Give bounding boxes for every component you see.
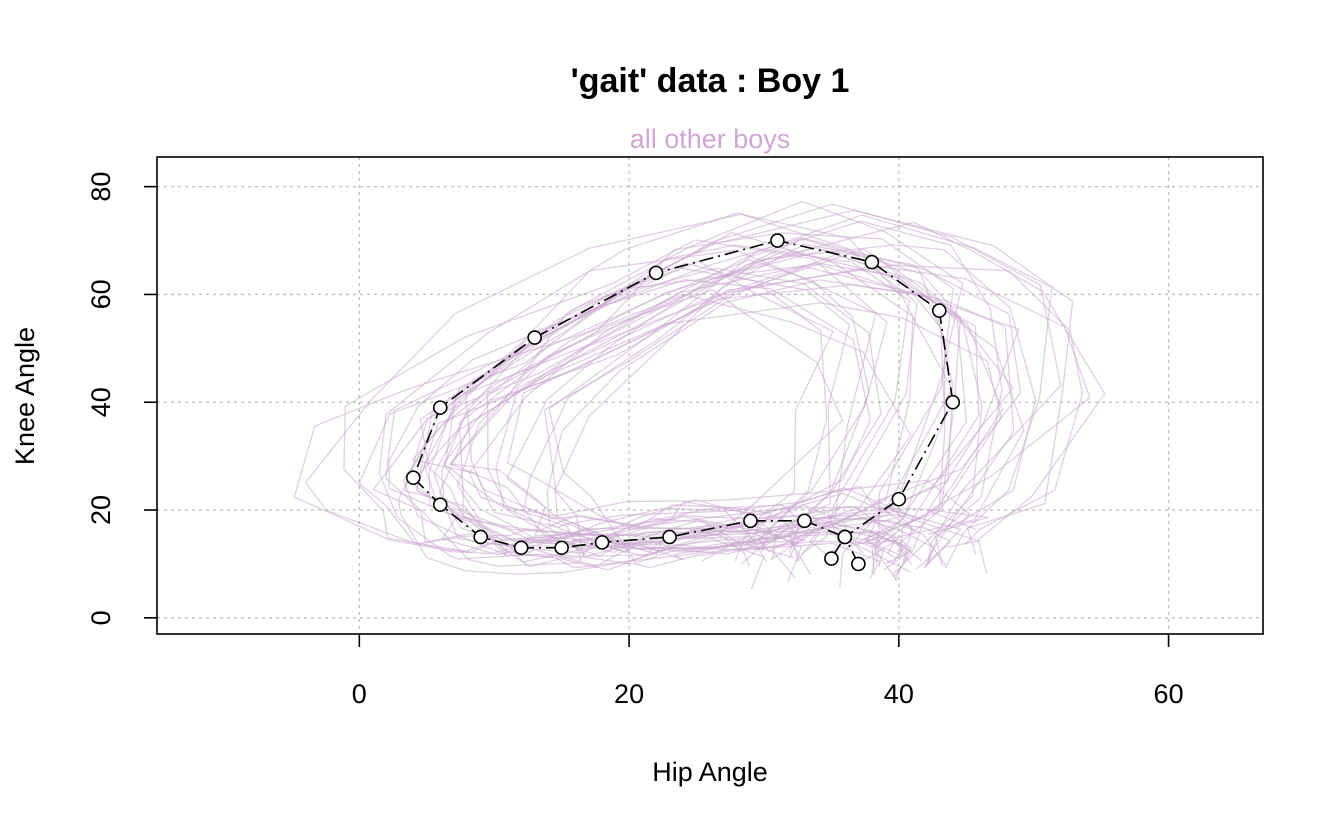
boy-1-point [945, 394, 961, 410]
other-boy-curve [468, 214, 1053, 569]
other-boy-curve [388, 279, 871, 544]
boy-1-point [473, 529, 489, 545]
boy-1-series [405, 233, 961, 572]
other-boy-curve [378, 212, 953, 588]
boy-1-point [527, 330, 542, 345]
boy-1-point [770, 233, 785, 248]
x-tick-label: 60 [1154, 679, 1184, 709]
y-axis-label: Knee Angle [10, 327, 40, 465]
other-boy-curve [444, 244, 911, 561]
boy-1-point [432, 400, 448, 415]
y-axis: 0 20 40 60 80 [86, 172, 157, 625]
other-boy-curve [495, 221, 1106, 574]
boy-1-point [837, 529, 853, 545]
other-boy-curve [372, 265, 1015, 581]
boy-1-point [648, 265, 664, 281]
y-tick-label: 40 [86, 387, 116, 417]
boy-1-point [594, 535, 610, 550]
boy-1-point [743, 513, 758, 529]
other-boy-curve [358, 263, 1004, 557]
other-boy-curve [505, 249, 962, 557]
other-boys-curves [293, 200, 1106, 590]
chart-subtitle: all other boys [630, 124, 791, 154]
other-boy-curve [402, 289, 844, 567]
chart-title: 'gait' data : Boy 1 [571, 62, 850, 100]
plot-frame [156, 156, 1264, 635]
boy-1-point [554, 540, 569, 556]
x-axis-label: Hip Angle [652, 757, 768, 787]
boy-1-point [864, 254, 880, 270]
other-boy-curve [293, 293, 912, 559]
other-boy-curve [456, 249, 946, 580]
y-tick-label: 80 [86, 172, 116, 202]
other-boy-curve [543, 253, 983, 576]
y-tick-label: 0 [86, 610, 116, 625]
boy-1-point [432, 497, 448, 512]
other-boy-curve [441, 259, 870, 554]
boy-1-point [797, 513, 812, 529]
y-tick-label: 20 [86, 495, 116, 525]
boy-1-point [513, 540, 529, 556]
other-boy-curve [428, 203, 1062, 564]
boy-1-point [662, 529, 677, 545]
boy-1-line [412, 239, 954, 565]
other-boy-curve [403, 231, 914, 575]
boy-1-point [931, 303, 947, 318]
x-tick-label: 0 [352, 679, 367, 709]
other-boy-curve [506, 248, 1014, 527]
other-boy-curve [442, 264, 1084, 546]
other-boy-curve [546, 279, 946, 564]
boy-1-point [891, 491, 907, 507]
boy-1-point [851, 556, 866, 572]
y-tick-label: 60 [86, 279, 116, 309]
other-boy-curve [433, 260, 834, 562]
boy-1-point [824, 551, 839, 566]
boy-1-point [405, 470, 421, 485]
grid-lines [157, 157, 1263, 634]
other-boy-curve [419, 262, 828, 552]
x-tick-label: 20 [614, 679, 644, 709]
other-boy-curve [449, 265, 1091, 531]
x-tick-label: 40 [884, 679, 914, 709]
x-axis: 0 20 40 60 [352, 634, 1184, 709]
